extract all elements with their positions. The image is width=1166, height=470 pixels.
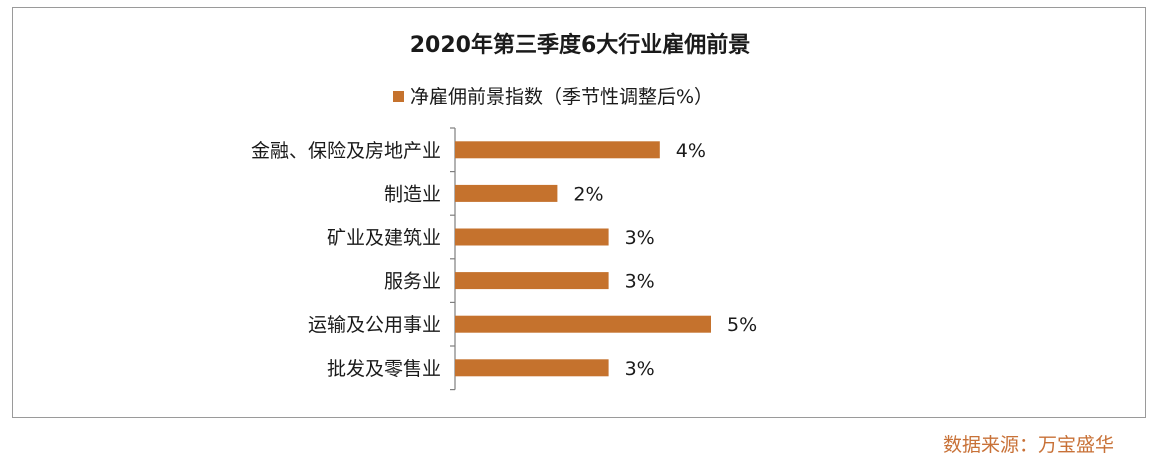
y-axis-ticks [450, 127, 455, 391]
legend: 净雇佣前景指数（季节性调整后%） [393, 86, 713, 108]
category-label: 服务业 [384, 271, 441, 293]
value-label: 3% [625, 271, 655, 293]
bar [455, 228, 609, 246]
bar [455, 272, 609, 290]
category-label: 制造业 [384, 183, 441, 205]
bar-chart: 2020年第三季度6大行业雇佣前景 净雇佣前景指数（季节性调整后%） 金融、保险… [251, 32, 757, 391]
category-label: 运输及公用事业 [308, 314, 441, 336]
bar [455, 359, 609, 377]
chart-frame: 2020年第三季度6大行业雇佣前景 净雇佣前景指数（季节性调整后%） 金融、保险… [12, 7, 1146, 418]
bars [455, 141, 711, 377]
category-label: 批发及零售业 [327, 358, 441, 380]
bar [455, 315, 711, 333]
bar [455, 184, 558, 202]
value-label: 2% [573, 183, 603, 205]
bar [455, 141, 660, 159]
chart-title: 2020年第三季度6大行业雇佣前景 [410, 32, 751, 58]
value-label: 3% [625, 227, 655, 249]
source-note: 数据来源：万宝盛华 [942, 434, 1114, 456]
legend-label: 净雇佣前景指数（季节性调整后%） [410, 86, 713, 108]
category-label: 金融、保险及房地产业 [251, 140, 441, 162]
value-label: 5% [727, 314, 757, 336]
value-label: 3% [625, 358, 655, 380]
category-label: 矿业及建筑业 [327, 227, 441, 249]
legend-swatch [393, 91, 404, 102]
value-labels: 4% 2% 3% 3% 5% 3% [573, 140, 757, 380]
value-label: 4% [676, 140, 706, 162]
